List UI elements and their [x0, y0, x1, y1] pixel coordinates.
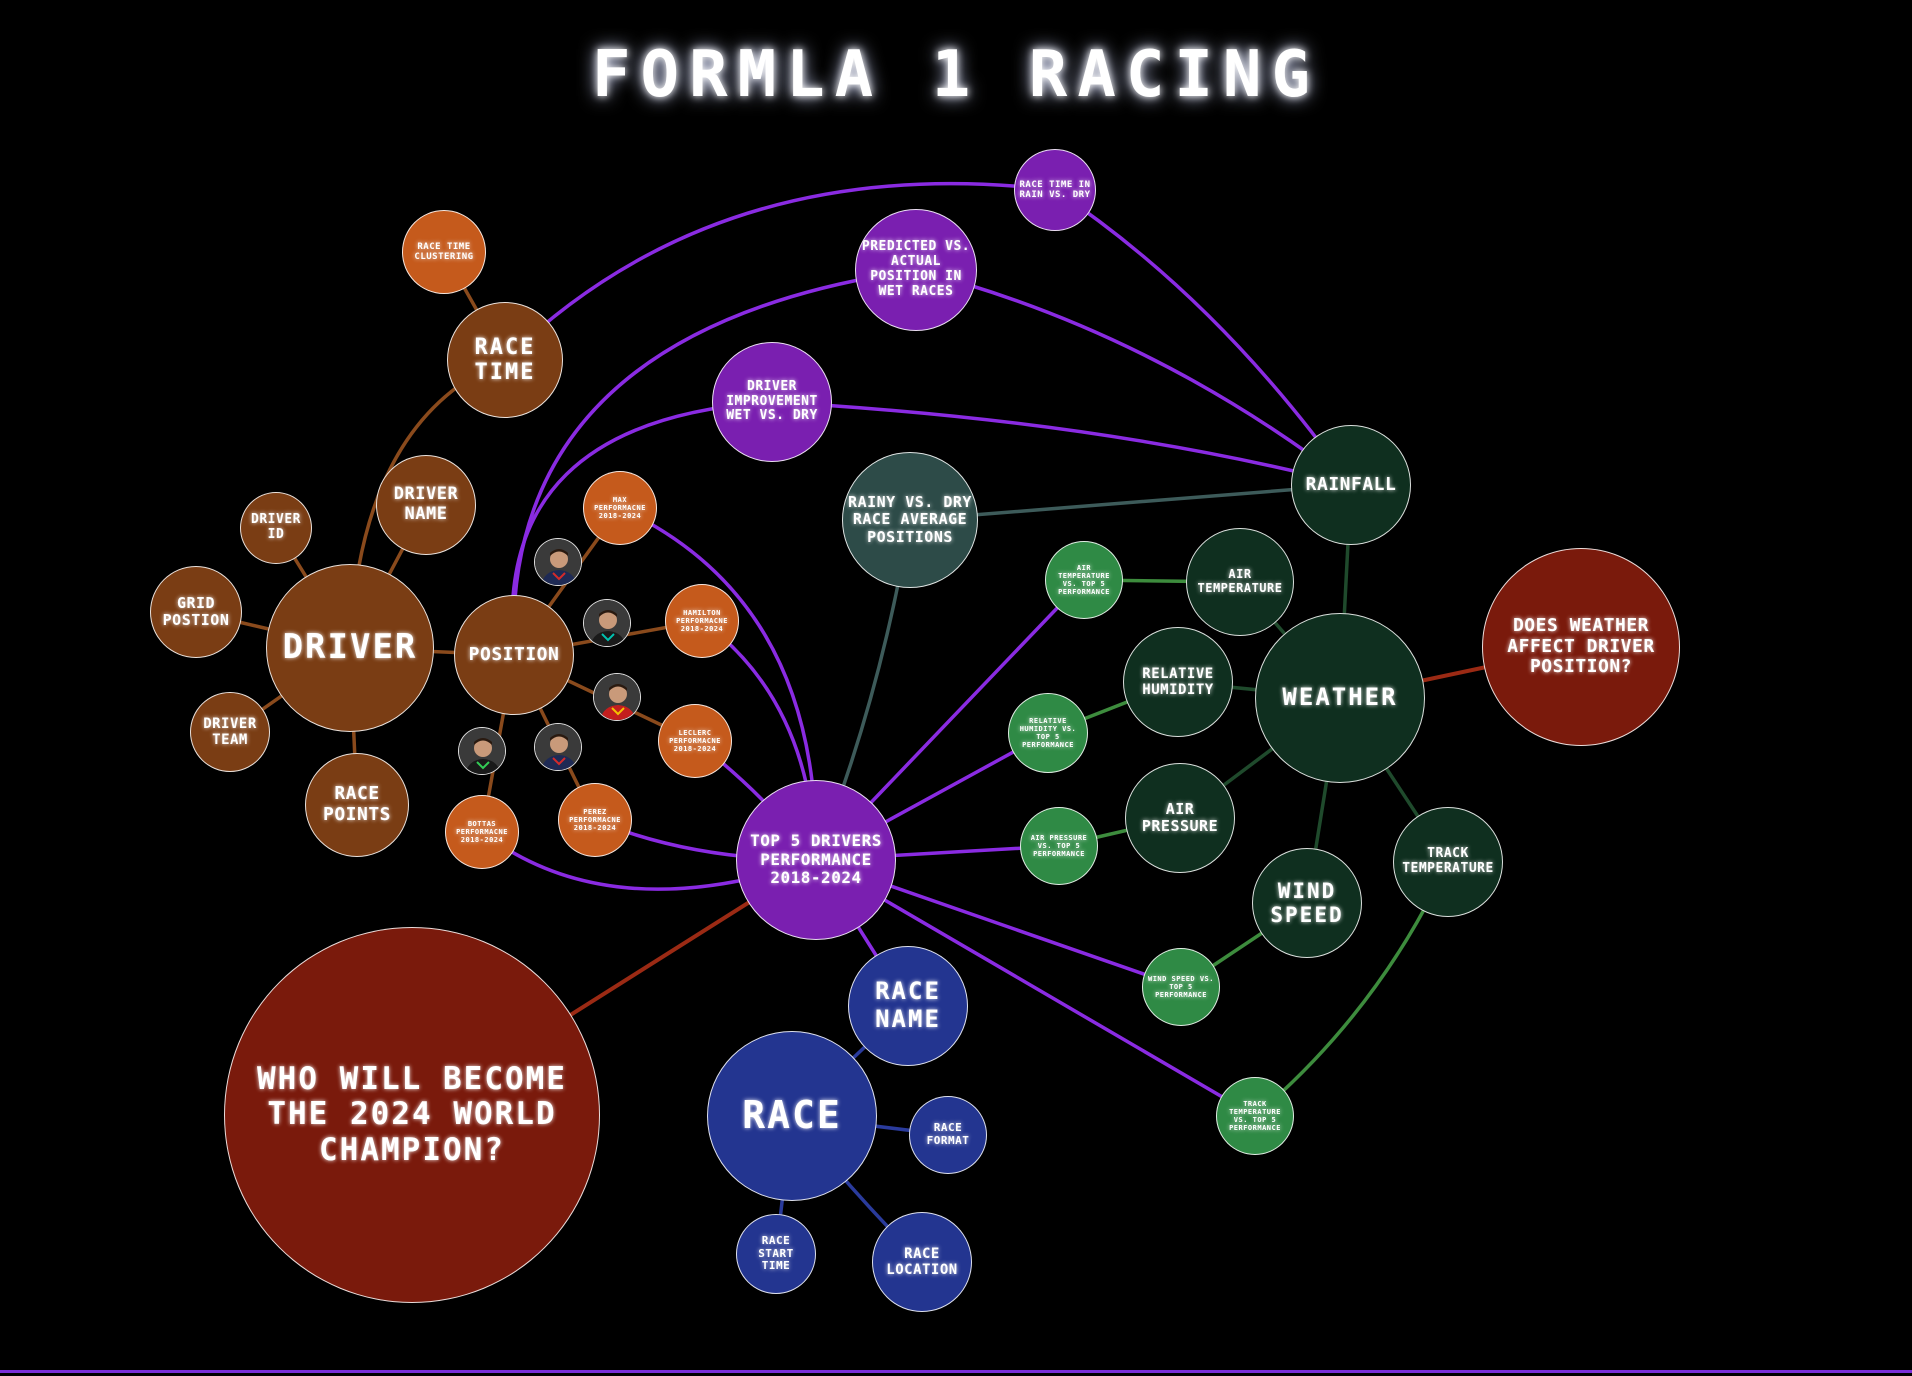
node-label: RACE START TIME [758, 1234, 794, 1273]
node-label: HAMILTON PERFORMACNE 2018-2024 [676, 608, 728, 634]
node-label: AIR PRESSURE [1141, 799, 1219, 835]
edge-race-time-rain-to-rainfall [1053, 188, 1353, 487]
edge-race-time-to-race-time-rain [503, 181, 1057, 362]
node-race-format[interactable]: RACE FORMAT [909, 1096, 987, 1174]
perez-photo [534, 723, 582, 771]
node-pressure-top5[interactable]: AIR PRESSURE VS. TOP 5 PERFORMANCE [1020, 807, 1098, 885]
node-label: GRID POSTION [162, 593, 230, 629]
bottas-photo [458, 727, 506, 775]
node-perez-perf[interactable]: PEREZ PERFORMACNE 2018-2024 [558, 783, 632, 857]
node-label: RAINFALL [1305, 473, 1397, 495]
node-label: RAINY VS. DRY RACE AVERAGE POSITIONS [848, 493, 972, 546]
node-rainfall[interactable]: RAINFALL [1291, 425, 1411, 545]
node-label: WIND SPEED [1270, 878, 1344, 927]
node-label: DRIVER [282, 627, 418, 668]
node-driver-id[interactable]: DRIVER ID [240, 492, 312, 564]
node-label: RACE POINTS [322, 783, 392, 825]
node-label: RELATIVE HUMIDITY VS. TOP 5 PERFORMANCE [1019, 716, 1077, 750]
node-label: TOP 5 DRIVERS PERFORMANCE 2018-2024 [750, 831, 882, 888]
node-race[interactable]: RACE [707, 1031, 877, 1201]
node-label: LECLERC PERFORMACNE 2018-2024 [669, 728, 721, 754]
node-label: DRIVER IMPROVEMENT WET VS. DRY [726, 378, 818, 424]
node-label: TRACK TEMPERATURE VS. TOP 5 PERFORMANCE [1229, 1099, 1281, 1133]
node-label: RACE [742, 1093, 842, 1138]
node-wind-speed[interactable]: WIND SPEED [1252, 848, 1362, 958]
node-leclerc-perf[interactable]: LECLERC PERFORMACNE 2018-2024 [658, 704, 732, 778]
node-race-location[interactable]: RACE LOCATION [872, 1212, 972, 1312]
node-label: POSITION [468, 643, 560, 665]
edge-predicted-actual-to-rainfall [914, 268, 1353, 487]
node-label: BOTTAS PERFORMACNE 2018-2024 [456, 819, 508, 845]
node-label: DRIVER ID [251, 512, 301, 542]
node-label: RACE NAME [875, 977, 941, 1033]
node-position[interactable]: POSITION [454, 595, 574, 715]
node-race-name[interactable]: RACE NAME [848, 946, 968, 1066]
edge-position-to-predicted-actual [511, 268, 918, 657]
node-label: TRACK TEMPERATURE [1402, 846, 1494, 876]
node-label: DRIVER NAME [393, 484, 459, 524]
node-grid-position[interactable]: GRID POSTION [150, 566, 242, 658]
node-hamilton-perf[interactable]: HAMILTON PERFORMACNE 2018-2024 [665, 584, 739, 658]
node-track-temp[interactable]: TRACK TEMPERATURE [1393, 807, 1503, 917]
node-predicted-actual[interactable]: PREDICTED VS. ACTUAL POSITION IN WET RAC… [855, 209, 977, 331]
node-label: RACE TIME CLUSTERING [414, 241, 474, 262]
node-race-time-rain[interactable]: RACE TIME IN RAIN VS. DRY [1014, 149, 1096, 231]
node-label: MAX PERFORMACNE 2018-2024 [594, 495, 646, 521]
node-champion-question[interactable]: WHO WILL BECOME THE 2024 WORLD CHAMPION? [224, 927, 600, 1303]
node-label: AIR TEMPERATURE VS. TOP 5 PERFORMANCE [1058, 563, 1110, 597]
node-humidity-top5[interactable]: RELATIVE HUMIDITY VS. TOP 5 PERFORMANCE [1008, 693, 1088, 773]
node-label: RACE LOCATION [886, 1245, 958, 1278]
node-weather-question[interactable]: DOES WEATHER AFFECT DRIVER POSITION? [1482, 548, 1680, 746]
node-bottas-perf[interactable]: BOTTAS PERFORMACNE 2018-2024 [445, 795, 519, 869]
node-top5[interactable]: TOP 5 DRIVERS PERFORMANCE 2018-2024 [736, 780, 896, 940]
node-driver-name[interactable]: DRIVER NAME [376, 455, 476, 555]
node-label: RACE TIME [474, 334, 536, 385]
edge-top5-to-track-top5 [814, 858, 1257, 1118]
edge-rainy-dry-to-rainfall [908, 483, 1353, 522]
node-label: RELATIVE HUMIDITY [1142, 665, 1214, 698]
max-photo [534, 538, 582, 586]
node-weather[interactable]: WEATHER [1255, 613, 1425, 783]
node-race-start[interactable]: RACE START TIME [736, 1214, 816, 1294]
node-label: RACE FORMAT [926, 1121, 970, 1147]
node-air-temp-top5[interactable]: AIR TEMPERATURE VS. TOP 5 PERFORMANCE [1045, 541, 1123, 619]
node-label: WHO WILL BECOME THE 2024 WORLD CHAMPION? [257, 1060, 567, 1168]
node-label: DOES WEATHER AFFECT DRIVER POSITION? [1507, 614, 1655, 678]
node-race-time-clustering[interactable]: RACE TIME CLUSTERING [402, 210, 486, 294]
node-driver[interactable]: DRIVER [266, 564, 434, 732]
node-label: PEREZ PERFORMACNE 2018-2024 [569, 807, 621, 833]
edge-position-to-driver-improvement [510, 400, 774, 657]
node-label: WEATHER [1282, 683, 1398, 712]
node-wind-top5[interactable]: WIND SPEED VS. TOP 5 PERFORMANCE [1142, 948, 1220, 1026]
node-rel-humidity[interactable]: RELATIVE HUMIDITY [1123, 627, 1233, 737]
node-race-time[interactable]: RACE TIME [447, 302, 563, 418]
node-label: RACE TIME IN RAIN VS. DRY [1019, 179, 1091, 200]
node-label: WIND SPEED VS. TOP 5 PERFORMANCE [1147, 974, 1214, 1000]
node-track-top5[interactable]: TRACK TEMPERATURE VS. TOP 5 PERFORMANCE [1216, 1077, 1294, 1155]
node-driver-improvement[interactable]: DRIVER IMPROVEMENT WET VS. DRY [712, 342, 832, 462]
node-max-perf[interactable]: MAX PERFORMACNE 2018-2024 [583, 471, 657, 545]
node-label: AIR TEMPERATURE [1197, 567, 1283, 595]
leclerc-photo [593, 673, 641, 721]
node-label: PREDICTED VS. ACTUAL POSITION IN WET RAC… [861, 239, 971, 299]
node-rainy-dry[interactable]: RAINY VS. DRY RACE AVERAGE POSITIONS [842, 452, 978, 588]
edge-driver-improvement-to-rainfall [770, 400, 1353, 487]
hamilton-photo [583, 599, 631, 647]
node-driver-team[interactable]: DRIVER TEAM [190, 692, 270, 772]
node-label: AIR PRESSURE VS. TOP 5 PERFORMANCE [1030, 833, 1088, 859]
bottom-border [0, 1370, 1912, 1373]
node-label: DRIVER TEAM [203, 715, 257, 748]
node-race-points[interactable]: RACE POINTS [305, 753, 409, 857]
node-air-pressure[interactable]: AIR PRESSURE [1125, 763, 1235, 873]
node-air-temp[interactable]: AIR TEMPERATURE [1186, 528, 1294, 636]
page-title: FORMLA 1 RACING [592, 38, 1320, 112]
